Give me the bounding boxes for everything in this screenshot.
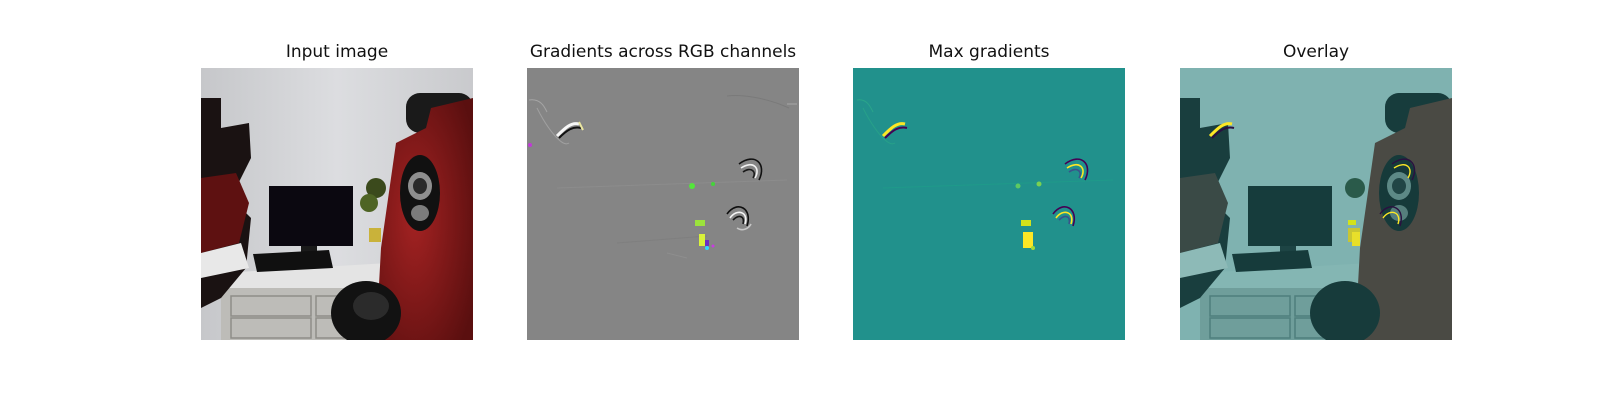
max-gradients-panel — [853, 68, 1125, 340]
panel-title-max-gradients: Max gradients — [928, 42, 1050, 62]
rgb-gradient-map — [527, 68, 799, 340]
max-gradient-map — [853, 68, 1125, 340]
overlay-image — [1180, 68, 1452, 340]
overlay-panel — [1180, 68, 1452, 340]
input-image — [201, 68, 473, 340]
panel-title-overlay: Overlay — [1282, 42, 1350, 62]
rgb-gradients-panel — [527, 68, 799, 340]
input-image-panel — [201, 68, 473, 340]
panel-title-rgb-gradients: Gradients across RGB channels — [529, 42, 797, 62]
panel-title-input: Input image — [285, 42, 389, 62]
